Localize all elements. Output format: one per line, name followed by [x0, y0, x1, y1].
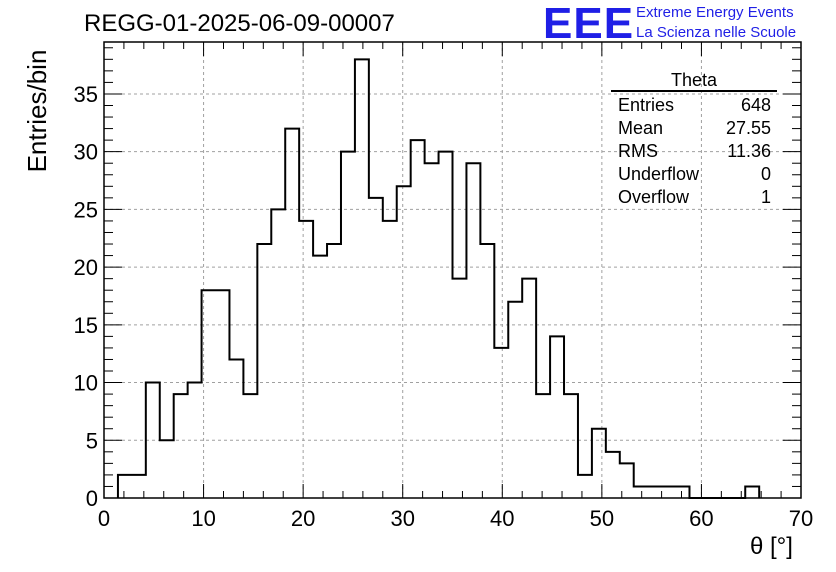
histogram-bin	[480, 244, 494, 498]
histogram-bin	[648, 486, 662, 498]
histogram-bin	[508, 302, 522, 498]
x-tick-label: 0	[98, 506, 110, 531]
stats-value: 27.55	[725, 118, 771, 138]
histogram-bin	[662, 486, 676, 498]
plot-frame	[103, 41, 802, 499]
stats-value: 0	[760, 164, 771, 184]
histogram-bin	[522, 279, 536, 498]
x-tick-label: 70	[789, 506, 813, 531]
histogram-bin	[453, 279, 467, 498]
stats-title: Theta	[611, 70, 777, 92]
y-axis-label: Entries/bin	[22, 49, 52, 173]
histogram-bin	[216, 290, 230, 498]
histogram-bin	[592, 429, 606, 498]
x-tick-label: 20	[291, 506, 315, 531]
stats-value: 1	[760, 187, 771, 207]
histogram-bin	[243, 394, 257, 498]
histogram-bin	[676, 486, 690, 498]
stats-row-rms: RMS 11.36	[611, 140, 777, 163]
histogram-bin	[299, 221, 313, 498]
logo-caption-line1: Extreme Energy Events	[636, 4, 794, 21]
histogram-bin	[745, 486, 759, 498]
stats-label: Underflow	[618, 164, 700, 184]
stats-label: Entries	[618, 95, 675, 115]
histogram-bin	[174, 394, 188, 498]
stats-label: Overflow	[618, 187, 690, 207]
stats-value: 648	[740, 95, 771, 115]
histogram-bin	[271, 209, 285, 498]
x-tick-label: 50	[590, 506, 614, 531]
y-tick-label: 20	[74, 255, 98, 280]
histogram-bin	[536, 394, 550, 498]
y-tick-label: 5	[86, 428, 98, 453]
y-tick-label: 10	[74, 371, 98, 396]
histogram-bin	[202, 290, 216, 498]
y-tick-label: 25	[74, 197, 98, 222]
stats-box: Theta Entries 648 Mean 27.55 RMS 11.36 U…	[611, 70, 777, 209]
histogram-bin	[564, 394, 578, 498]
stats-label: Mean	[618, 118, 664, 138]
histogram-bin	[257, 244, 271, 498]
stats-label: RMS	[618, 141, 658, 161]
histogram-bin	[425, 163, 439, 498]
y-tick-label: 30	[74, 140, 98, 165]
histogram-bin	[285, 129, 299, 498]
stats-row-mean: Mean 27.55	[611, 117, 777, 140]
stats-row-entries: Entries 648	[611, 94, 777, 117]
x-tick-label: 40	[490, 506, 514, 531]
histogram-bin	[411, 140, 425, 498]
histogram-bin	[160, 440, 174, 498]
eee-logo: EEE	[543, 0, 635, 48]
histogram-bin	[634, 486, 648, 498]
histogram-bin	[383, 221, 397, 498]
y-tick-label: 0	[86, 486, 98, 511]
x-tick-label: 10	[191, 506, 215, 531]
histogram-bin	[229, 359, 243, 498]
histogram-bin	[397, 186, 411, 498]
histogram-bin	[606, 452, 620, 498]
histogram-bin	[355, 59, 369, 498]
histogram-series	[116, 58, 761, 499]
run-title: REGG-01-2025-06-09-00007	[84, 10, 395, 37]
x-axis-label: θ [°]	[750, 533, 793, 560]
logo-caption-line2: La Scienza nelle Scuole	[636, 24, 797, 41]
stats-row-overflow: Overflow 1	[611, 186, 777, 209]
histogram-bin	[494, 348, 508, 498]
histogram-bin	[466, 163, 480, 498]
y-tick-label: 15	[74, 313, 98, 338]
histogram-bin	[327, 244, 341, 498]
histogram-bin	[369, 198, 383, 498]
histogram-bin	[118, 475, 132, 498]
histogram-bin	[313, 256, 327, 498]
histogram-bin	[550, 336, 564, 498]
stats-value: 11.36	[727, 141, 771, 161]
y-tick-label: 35	[74, 82, 98, 107]
histogram-bin	[578, 475, 592, 498]
x-tick-label: 60	[689, 506, 713, 531]
stats-row-underflow: Underflow 0	[611, 163, 777, 186]
x-tick-label: 30	[390, 506, 414, 531]
